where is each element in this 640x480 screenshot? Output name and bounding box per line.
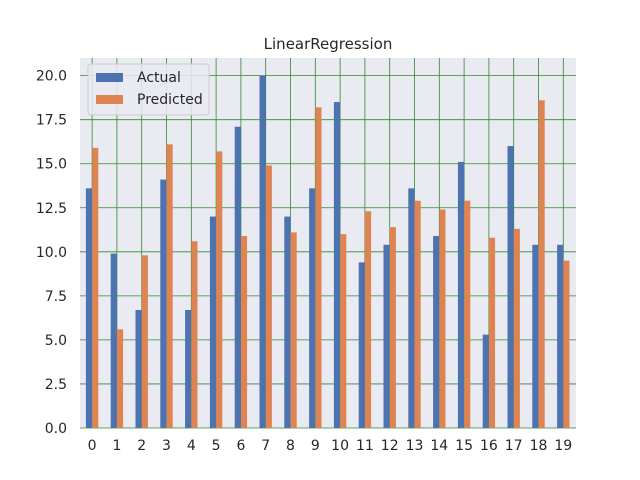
bar-predicted-10 <box>340 234 347 428</box>
y-tick-label: 2.5 <box>45 377 67 393</box>
x-tick-label: 12 <box>381 438 399 454</box>
x-tick-label: 16 <box>480 438 498 454</box>
bar-predicted-14 <box>439 209 446 428</box>
bar-predicted-5 <box>216 151 223 428</box>
bar-predicted-3 <box>166 144 173 429</box>
x-tick-label: 18 <box>530 438 548 454</box>
x-tick-label: 4 <box>187 438 196 454</box>
bar-actual-18 <box>532 244 539 428</box>
legend-swatch-actual <box>96 73 123 82</box>
x-tick-label: 7 <box>261 438 270 454</box>
x-tick-label: 11 <box>356 438 374 454</box>
y-tick-label: 12.5 <box>36 201 67 217</box>
bar-predicted-6 <box>240 235 248 428</box>
bar-actual-16 <box>482 334 489 428</box>
bar-actual-10 <box>333 102 341 429</box>
bar-predicted-4 <box>191 241 198 428</box>
bar-predicted-1 <box>116 329 124 428</box>
y-tick-label: 17.5 <box>36 113 67 129</box>
bar-actual-17 <box>507 146 514 428</box>
legend-label-predicted: Predicted <box>137 92 203 108</box>
bar-actual-19 <box>557 244 564 428</box>
y-tick-label: 5.0 <box>45 333 67 349</box>
bar-actual-6 <box>234 126 241 428</box>
bar-actual-15 <box>457 161 465 428</box>
y-tick-label: 10.0 <box>36 245 67 261</box>
x-tick-label: 3 <box>162 438 171 454</box>
x-tick-label: 15 <box>455 438 473 454</box>
x-tick-label: 0 <box>88 438 97 454</box>
bar-predicted-13 <box>414 200 421 428</box>
y-axis: 0.0 2.5 5.0 7.5 10.0 12.5 15.0 17.5 20.0 <box>36 69 67 437</box>
x-tick-label: 9 <box>311 438 320 454</box>
bar-predicted-15 <box>464 200 471 428</box>
bar-actual-12 <box>383 244 390 428</box>
x-tick-label: 19 <box>554 438 572 454</box>
bar-actual-7 <box>259 75 266 428</box>
legend: Actual Predicted <box>87 63 210 116</box>
bar-actual-14 <box>433 235 440 428</box>
bar-actual-8 <box>284 216 291 428</box>
x-tick-label: 6 <box>236 438 245 454</box>
legend-swatch-predicted <box>96 95 123 104</box>
bar-actual-5 <box>209 216 217 428</box>
bar-actual-13 <box>408 188 415 428</box>
x-axis: 0 1 2 3 4 5 6 7 8 9 10 11 12 13 14 15 16 17 18 19 <box>88 438 573 454</box>
chart-title: LinearRegression <box>264 35 393 53</box>
bar-predicted-19 <box>563 260 570 428</box>
bar-actual-11 <box>358 262 365 428</box>
y-tick-label: 20.0 <box>36 69 67 85</box>
bar-predicted-17 <box>513 228 520 428</box>
x-tick-label: 10 <box>331 438 349 454</box>
bar-predicted-7 <box>265 165 272 428</box>
bars <box>85 75 570 429</box>
bar-predicted-0 <box>92 147 99 428</box>
bar-predicted-12 <box>389 227 396 428</box>
bar-predicted-8 <box>290 232 297 428</box>
bar-actual-9 <box>309 188 316 428</box>
y-tick-label: 7.5 <box>45 289 67 305</box>
x-tick-label: 13 <box>406 438 424 454</box>
bar-predicted-11 <box>364 211 372 428</box>
x-tick-label: 2 <box>137 438 146 454</box>
bar-predicted-16 <box>488 237 496 428</box>
bar-actual-3 <box>160 179 167 428</box>
y-tick-label: 15.0 <box>36 157 67 173</box>
y-tick-label: 0.0 <box>45 421 67 437</box>
bar-actual-1 <box>110 253 117 428</box>
x-tick-label: 14 <box>430 438 448 454</box>
x-tick-label: 8 <box>286 438 295 454</box>
bar-actual-2 <box>135 309 142 428</box>
x-tick-label: 1 <box>112 438 121 454</box>
bar-actual-0 <box>85 188 93 428</box>
legend-label-actual: Actual <box>137 70 181 86</box>
bar-predicted-2 <box>141 255 148 428</box>
x-tick-label: 5 <box>212 438 221 454</box>
bar-predicted-9 <box>315 107 322 428</box>
bar-actual-4 <box>185 309 192 428</box>
bar-predicted-18 <box>538 100 545 429</box>
x-tick-label: 17 <box>505 438 523 454</box>
